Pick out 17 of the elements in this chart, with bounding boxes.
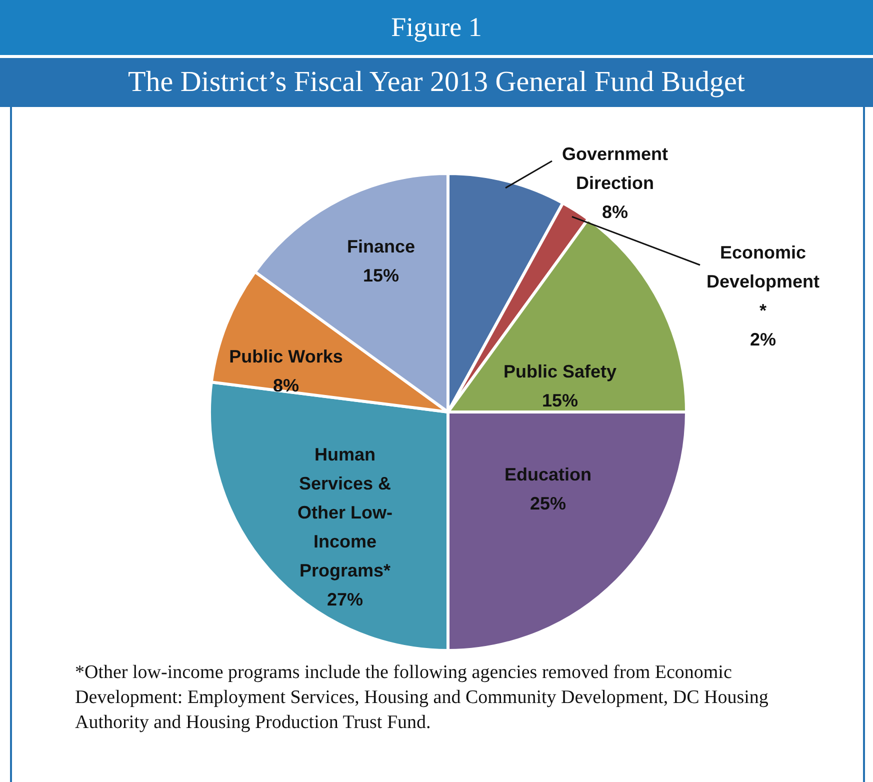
- text: *Other low-income programs include the following agencies removed from Economic Development: Employment Services, Housing and Community Development, DC Housing Authority and Housing Production Trust Fund.: [75, 661, 770, 735]
- slice-label: Government Direction: [562, 144, 668, 193]
- data-label: 8%: [602, 202, 628, 222]
- chart-subtitle: The District’s Fiscal Year 2013 General Fund Budget: [0, 58, 873, 107]
- data-label: 25%: [530, 493, 566, 514]
- data-label: 2%: [750, 329, 776, 350]
- slice-label: Education: [504, 464, 592, 484]
- slice-label: Public Works: [229, 346, 343, 366]
- slice-label: Human Services & Other Low-Income Programs*: [298, 444, 392, 580]
- data-label: 8%: [272, 375, 300, 396]
- slice-label: Public Safety: [503, 361, 617, 382]
- data-label: 15%: [362, 265, 400, 286]
- slice-label: Economic Development *: [706, 242, 820, 320]
- data-label: 15%: [542, 390, 578, 410]
- data-label: 27%: [326, 589, 364, 610]
- slice-label: Finance: [346, 236, 416, 256]
- chart-title: Figure 1: [0, 0, 873, 55]
